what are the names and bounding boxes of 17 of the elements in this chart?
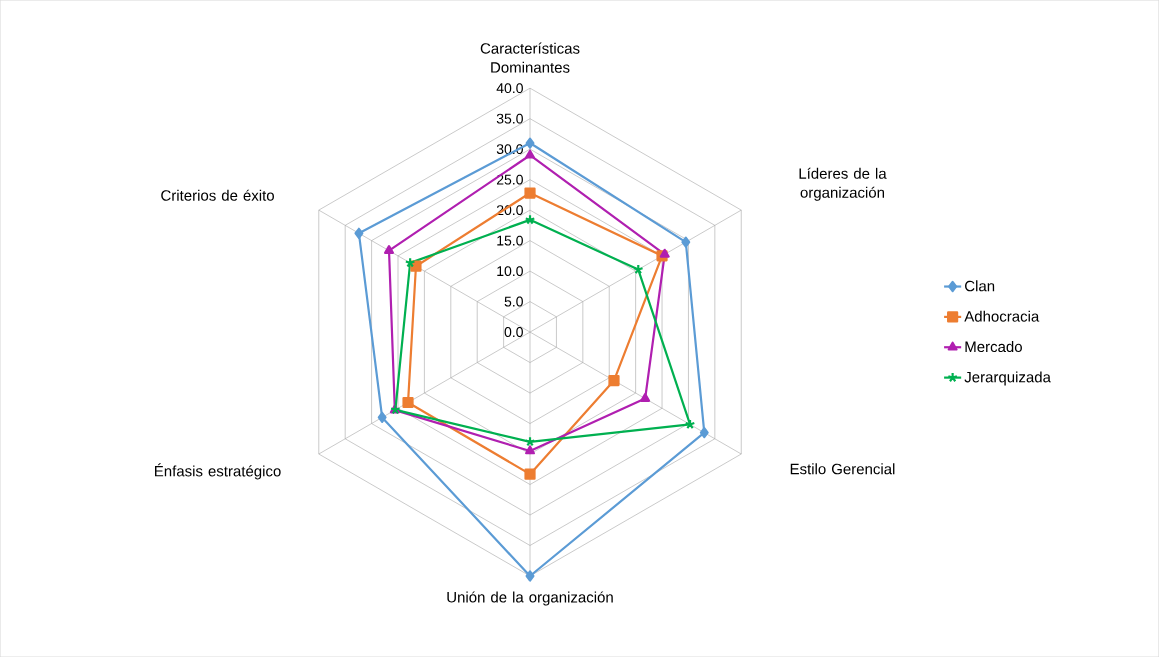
legend-label: Adhocracia — [964, 310, 1040, 322]
y-tick-label: 35.0 — [496, 113, 523, 124]
spoke-label: Estilo Gerencial — [790, 463, 895, 475]
spoke-label: Líderes de la organización — [799, 167, 887, 201]
spoke-label: Énfasis estratégico — [155, 463, 281, 480]
legend-label: Jerarquizada — [964, 371, 1051, 386]
y-tick-label: 5.0 — [504, 296, 523, 307]
legend-label: Mercado — [965, 340, 1022, 352]
y-tick-label: 25.0 — [496, 174, 523, 185]
y-tick-label: 10.0 — [497, 266, 523, 276]
y-tick-label: 40.0 — [496, 83, 523, 94]
legend-label: Clan — [965, 280, 995, 292]
spoke-label: Unión de la organización — [447, 591, 613, 606]
y-tick-label: 15.0 — [497, 235, 523, 246]
y-tick-label: 0.0 — [504, 327, 523, 337]
spoke-label: Criterios de éxito — [161, 189, 274, 201]
spoke-label: Características Dominantes — [480, 42, 580, 73]
